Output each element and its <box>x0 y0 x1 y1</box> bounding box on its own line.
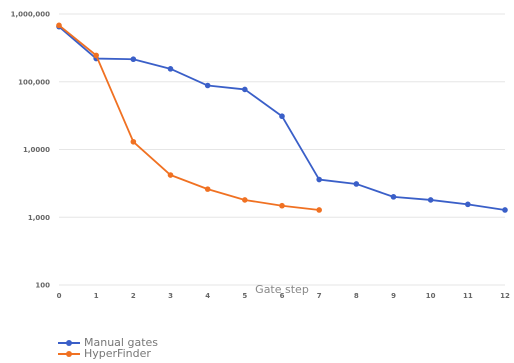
x-tick-label: 1 <box>94 292 99 300</box>
data-point-series-1 <box>279 202 285 209</box>
legend-item-manual-gates: Manual gates <box>58 337 158 348</box>
series-line-1 <box>58 24 320 211</box>
x-tick-label: 8 <box>354 292 359 300</box>
data-point-series-1 <box>130 138 137 145</box>
y-tick-label: 1,0000 <box>23 146 50 154</box>
x-tick-label: 7 <box>317 292 322 300</box>
x-tick-label: 5 <box>242 292 247 300</box>
x-tick-label: 4 <box>205 292 210 300</box>
y-tick-label: 1,000,000 <box>11 11 51 19</box>
x-tick-label: 9 <box>391 292 396 300</box>
data-point-series-0 <box>130 56 137 63</box>
data-point-series-1 <box>316 207 322 213</box>
x-tick-label: 6 <box>280 292 285 300</box>
x-tick-label: 12 <box>500 292 510 300</box>
x-axis-title: Gate step <box>255 283 309 296</box>
legend-swatch-hyperfinder <box>58 348 80 359</box>
data-point-series-0 <box>279 113 285 120</box>
data-point-series-1 <box>204 186 211 192</box>
x-axis-ticks: 0 1 2 3 4 5 6 7 8 9 10 11 12 <box>57 292 510 300</box>
legend-item-hyperfinder: HyperFinder <box>58 348 158 359</box>
y-tick-label: 1,000 <box>28 214 50 222</box>
legend: Manual gates HyperFinder <box>58 337 158 359</box>
data-point-series-0 <box>502 207 508 213</box>
data-point-series-0 <box>465 201 471 208</box>
data-point-series-0 <box>167 66 174 72</box>
legend-label-hyperfinder: HyperFinder <box>84 347 151 360</box>
x-tick-label: 3 <box>168 292 173 300</box>
y-tick-label: 100 <box>35 282 50 290</box>
x-tick-label: 0 <box>57 292 62 300</box>
data-point-series-0 <box>427 197 434 203</box>
series-group <box>56 22 508 213</box>
x-tick-label: 10 <box>426 292 436 300</box>
x-tick-label: 11 <box>463 292 473 300</box>
y-tick-label: 100,000 <box>18 78 50 86</box>
data-point-series-0 <box>390 194 397 200</box>
legend-label-manual-gates: Manual gates <box>84 336 159 349</box>
x-tick-label: 2 <box>131 292 136 300</box>
y-axis-ticks: 100 1,000 1,0000 100,000 1,000,000 <box>11 11 51 290</box>
gridlines <box>59 13 505 286</box>
data-point-series-0 <box>204 82 211 89</box>
data-point-series-0 <box>353 181 360 187</box>
data-point-series-1 <box>56 22 62 29</box>
data-point-series-0 <box>242 86 248 93</box>
legend-swatch-manual-gates <box>58 337 80 348</box>
data-point-series-1 <box>242 197 248 203</box>
data-point-series-0 <box>316 176 322 183</box>
data-point-series-1 <box>167 172 174 178</box>
data-point-series-1 <box>93 52 99 59</box>
